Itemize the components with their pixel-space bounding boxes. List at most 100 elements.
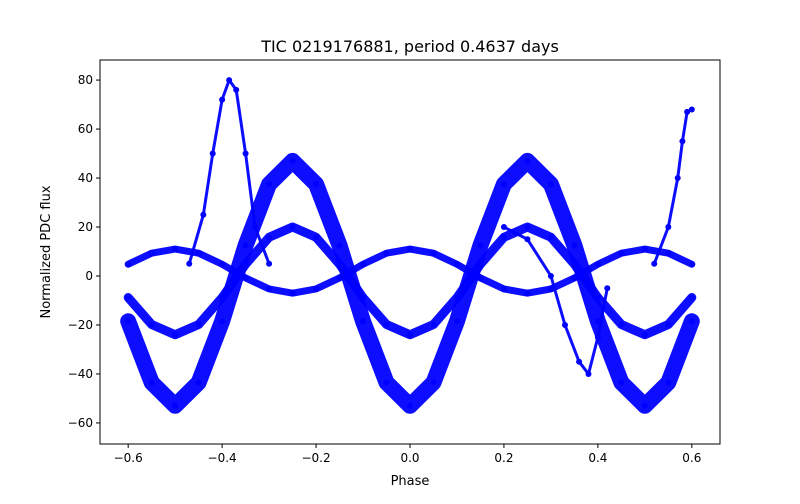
data-point <box>242 150 249 157</box>
x-tick-label: −0.4 <box>208 451 237 465</box>
data-point <box>641 331 648 338</box>
data-point <box>674 175 681 182</box>
data-point <box>688 318 695 325</box>
data-point <box>594 261 601 268</box>
data-point <box>195 250 202 257</box>
data-point <box>219 261 226 268</box>
data-point <box>500 181 507 188</box>
data-point <box>125 318 132 325</box>
data-point <box>148 321 155 328</box>
data-point <box>242 261 249 268</box>
data-point <box>665 379 672 386</box>
y-tick-label: 80 <box>78 73 93 87</box>
data-point <box>360 261 367 268</box>
data-point <box>289 157 296 164</box>
data-point <box>453 261 460 268</box>
data-point <box>604 285 611 292</box>
data-point <box>200 211 207 218</box>
y-tick-label: −60 <box>68 416 93 430</box>
data-point <box>618 379 625 386</box>
y-tick-label: 0 <box>85 269 93 283</box>
data-point <box>266 234 273 241</box>
data-point <box>524 224 531 231</box>
data-point <box>651 260 658 267</box>
data-point <box>360 294 367 301</box>
data-point <box>242 274 249 281</box>
data-point <box>226 77 233 84</box>
data-point <box>500 234 507 241</box>
x-tick-label: −0.2 <box>301 451 330 465</box>
data-point <box>172 246 179 253</box>
x-axis-label: Phase <box>391 474 430 489</box>
data-point <box>266 260 273 267</box>
data-point <box>407 246 413 253</box>
data-point <box>477 242 484 249</box>
data-point <box>688 294 695 301</box>
data-point <box>186 260 193 267</box>
data-point <box>219 96 226 103</box>
y-tick-label: −20 <box>68 318 93 332</box>
data-point <box>547 181 554 188</box>
data-point <box>571 274 578 281</box>
series-rise <box>652 107 694 266</box>
data-point <box>195 379 202 386</box>
data-point <box>336 242 343 249</box>
data-point <box>679 138 686 145</box>
data-point <box>172 402 179 409</box>
data-point <box>562 321 568 328</box>
x-tick-label: 0.4 <box>588 451 607 465</box>
data-point <box>453 318 460 325</box>
data-point <box>242 242 249 249</box>
data-point <box>383 250 390 257</box>
x-tick-label: −0.6 <box>114 451 143 465</box>
data-point <box>125 294 132 301</box>
series-band-medium <box>123 222 697 340</box>
data-point <box>430 250 437 257</box>
data-point <box>641 246 648 253</box>
y-tick-label: 40 <box>78 171 93 185</box>
data-point <box>430 379 437 386</box>
data-point <box>688 261 695 268</box>
chart-title: TIC 0219176881, period 0.4637 days <box>260 37 559 56</box>
data-point <box>641 402 648 409</box>
data-point <box>360 318 367 325</box>
data-point <box>148 379 155 386</box>
data-point <box>266 285 273 292</box>
data-point <box>289 224 296 231</box>
axes: −0.6 −0.4 −0.2 0.0 0.2 0.4 0.6 −60 −40 −20 0 20 40 60… <box>68 73 702 465</box>
data-point <box>688 106 695 113</box>
data-point <box>665 224 672 231</box>
data-point <box>195 321 202 328</box>
data-point <box>684 108 691 115</box>
data-point <box>407 331 413 338</box>
data-point <box>665 321 672 328</box>
data-point <box>336 261 343 268</box>
data-point <box>524 236 531 243</box>
data-point <box>336 274 343 281</box>
data-point <box>477 261 484 268</box>
data-point <box>576 358 583 365</box>
data-point <box>209 150 216 157</box>
data-marks <box>120 77 700 414</box>
data-point <box>383 321 390 328</box>
data-point <box>500 224 507 231</box>
data-point <box>266 181 273 188</box>
data-point <box>430 321 437 328</box>
x-tick-label: 0.2 <box>494 451 513 465</box>
data-point <box>524 157 531 164</box>
data-point <box>571 261 578 268</box>
series-flare <box>187 78 271 266</box>
data-point <box>571 242 578 249</box>
series-band-large <box>120 152 700 414</box>
data-point <box>148 250 155 257</box>
data-point <box>219 318 226 325</box>
y-axis-label: Normalized PDC flux <box>39 185 54 318</box>
data-point <box>313 181 320 188</box>
data-point <box>594 334 601 341</box>
data-point <box>547 285 554 292</box>
data-point <box>547 273 554 279</box>
data-point <box>252 224 258 231</box>
data-point <box>665 250 672 257</box>
